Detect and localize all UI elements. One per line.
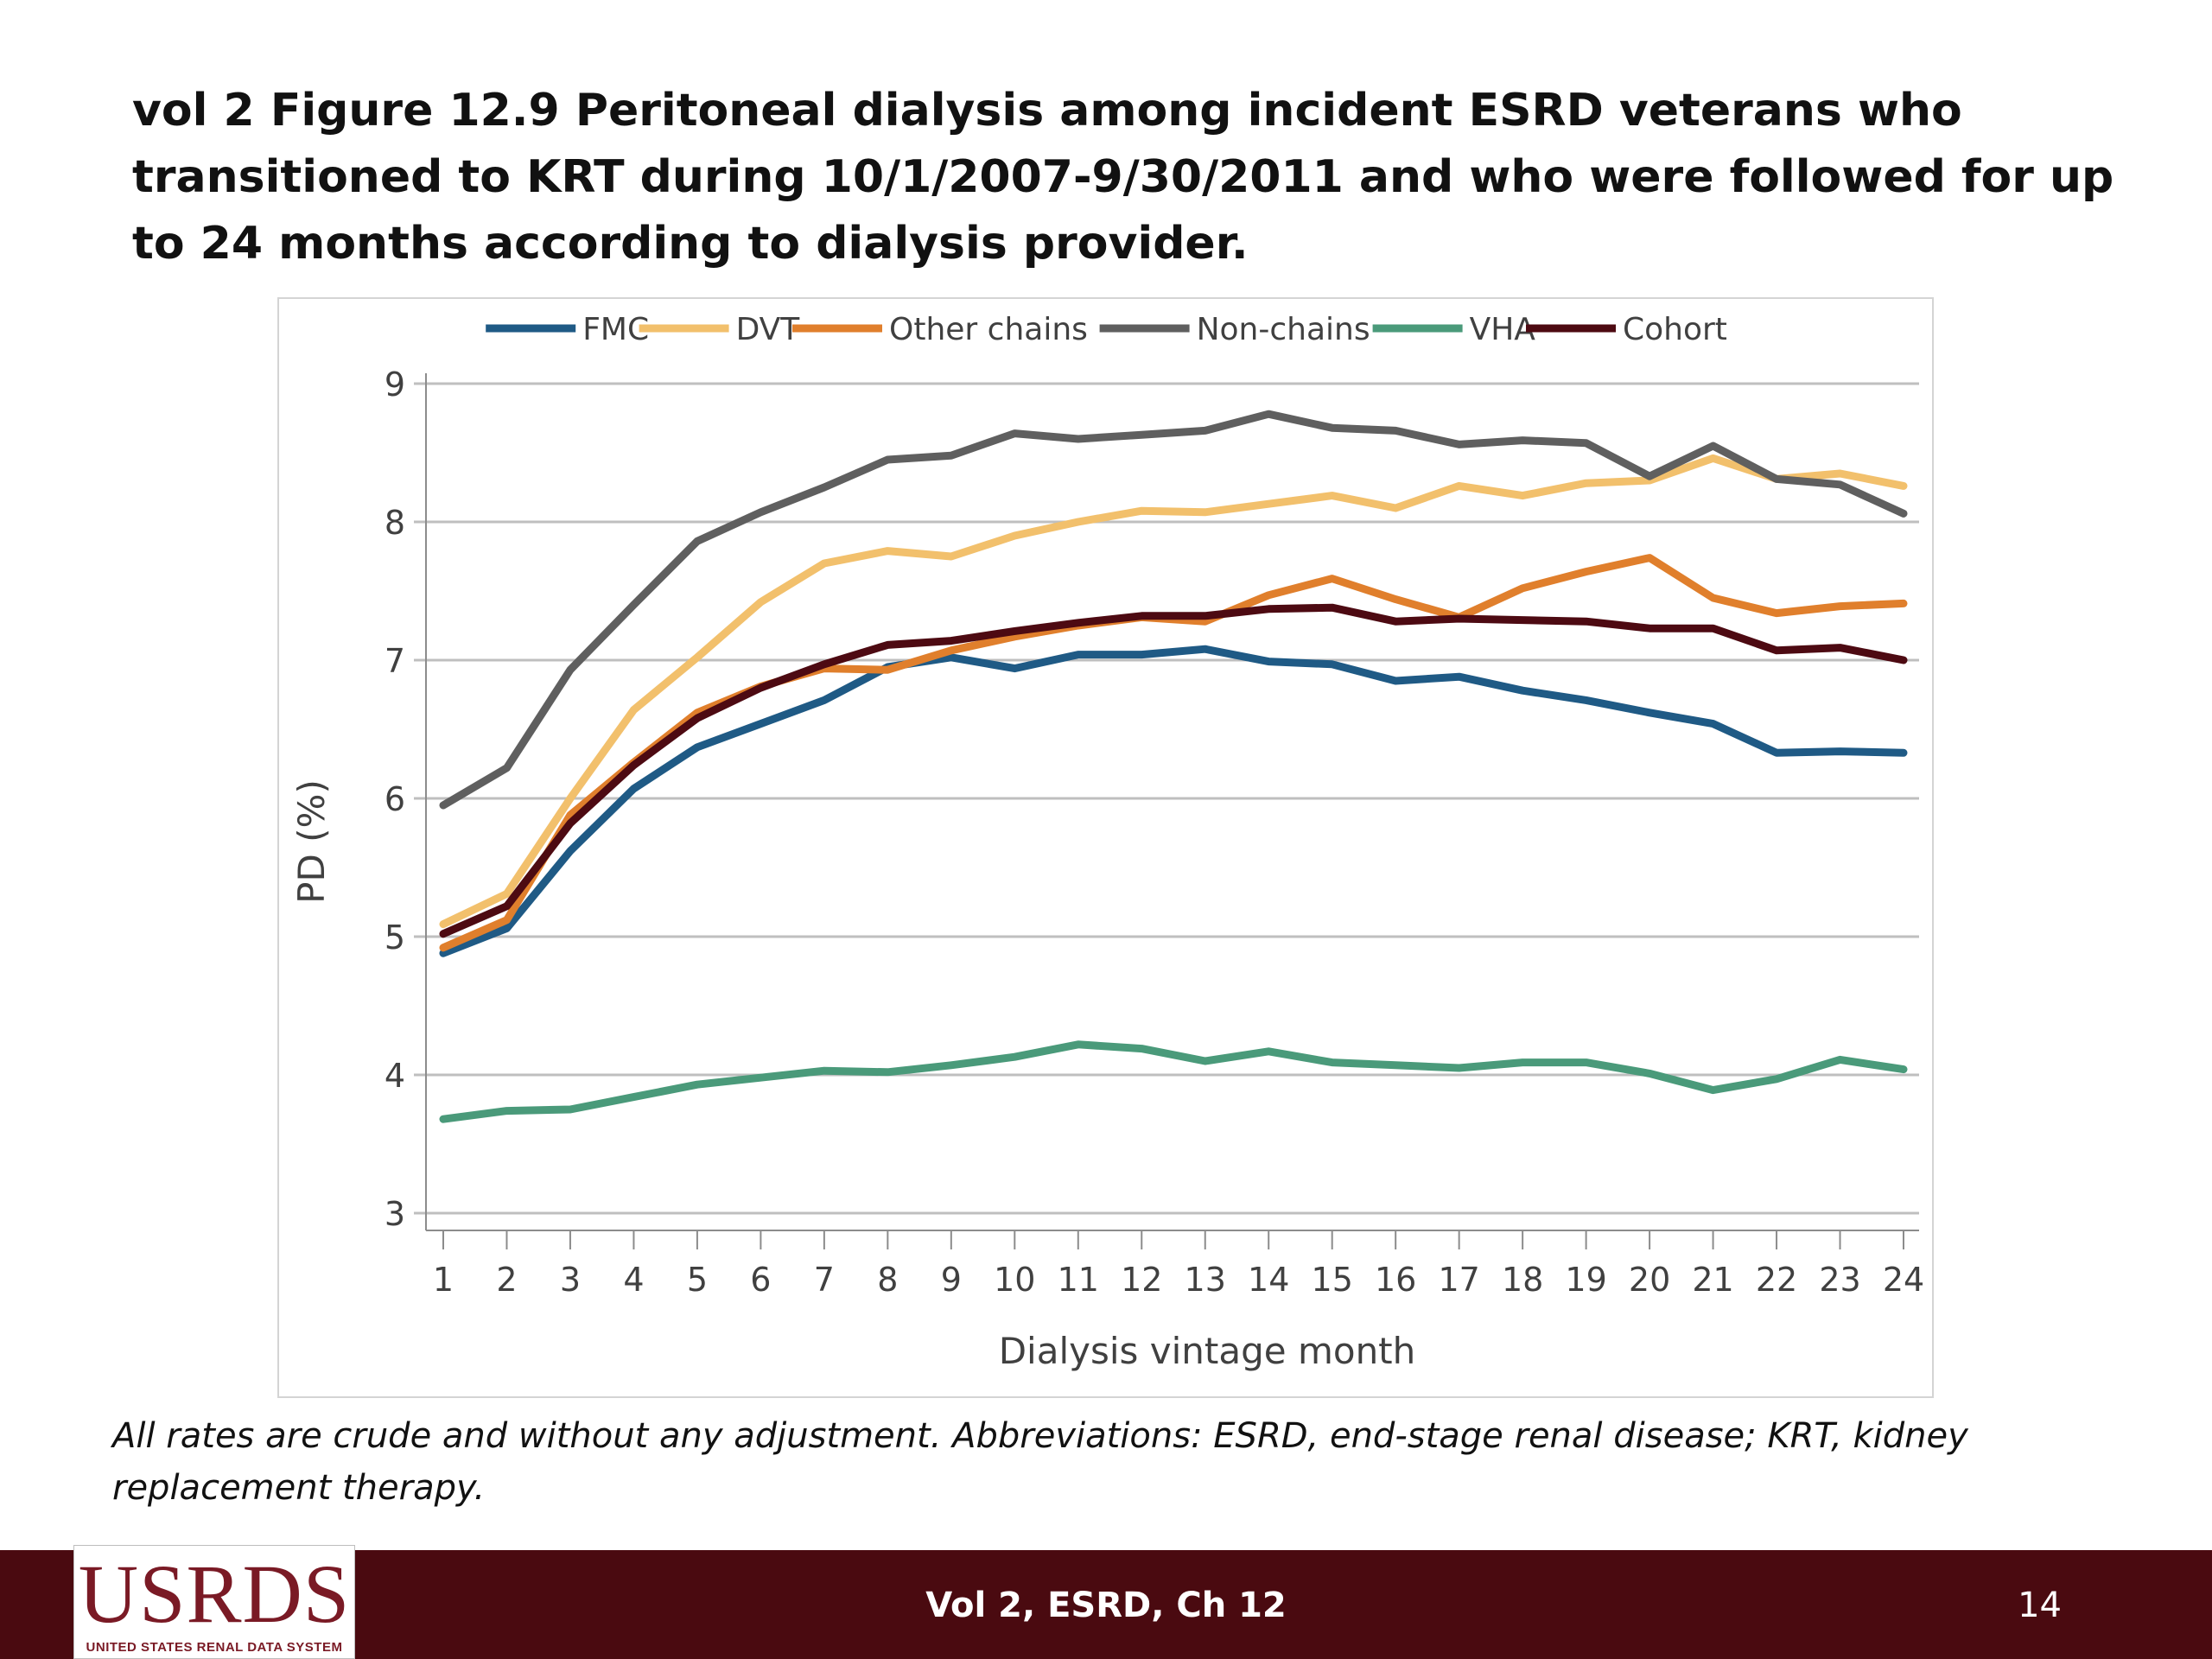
x-tick-label: 5 — [687, 1261, 708, 1299]
x-tick-label: 17 — [1438, 1261, 1479, 1299]
y-tick-label: 3 — [385, 1195, 405, 1233]
y-tick-label: 5 — [385, 918, 405, 957]
y-tick-label: 9 — [385, 365, 405, 404]
series-line — [439, 645, 1908, 957]
x-tick-label: 18 — [1502, 1261, 1543, 1299]
gridlines — [414, 382, 1919, 1215]
x-tick-label: 7 — [814, 1261, 835, 1299]
x-tick-label: 8 — [877, 1261, 898, 1299]
legend-label: DVT — [736, 312, 801, 347]
logo-subtext: UNITED STATES RENAL DATA SYSTEM — [86, 1640, 343, 1655]
footnote: All rates are crude and without any adju… — [112, 1416, 1968, 1508]
x-tick-label: 9 — [941, 1261, 962, 1299]
x-tick-label: 3 — [560, 1261, 581, 1299]
x-tick-label: 20 — [1629, 1261, 1670, 1299]
x-tick-label: 24 — [1883, 1261, 1924, 1299]
y-tick-label: 8 — [385, 504, 405, 542]
legend-label: FMC — [582, 312, 649, 347]
slide-title: vol 2 Figure 12.9 Peritoneal dialysis am… — [132, 85, 2114, 270]
series-line — [439, 454, 1908, 929]
x-tick-label: 13 — [1185, 1261, 1226, 1299]
x-tick-label: 4 — [623, 1261, 644, 1299]
axis-labels: Dialysis vintage month PD (%) — [290, 779, 1415, 1372]
x-tick-label: 14 — [1248, 1261, 1289, 1299]
x-tick-label: 2 — [496, 1261, 517, 1299]
legend-label: Other chains — [889, 312, 1088, 347]
series-lines — [439, 410, 1908, 1123]
series-line — [439, 1040, 1908, 1123]
series-line — [439, 410, 1908, 810]
usrds-logo: USRDS UNITED STATES RENAL DATA SYSTEM — [73, 1545, 355, 1659]
legend-label: Non-chains — [1197, 312, 1370, 347]
legend-label: VHA — [1470, 312, 1536, 347]
x-tick-label: 6 — [750, 1261, 771, 1299]
x-tick-label: 23 — [1819, 1261, 1860, 1299]
footer-section-label: Vol 2, ESRD, Ch 12 — [925, 1586, 1287, 1625]
y-tick-label: 7 — [385, 642, 405, 680]
x-tick-label: 22 — [1756, 1261, 1797, 1299]
y-axis-title: PD (%) — [290, 779, 333, 904]
y-tick-label: 6 — [385, 780, 405, 818]
x-tick-label: 16 — [1375, 1261, 1416, 1299]
x-tick-label: 12 — [1121, 1261, 1162, 1299]
footer-bar — [0, 1550, 2212, 1659]
page-number: 14 — [2018, 1586, 2062, 1625]
x-tick-label: 19 — [1565, 1261, 1606, 1299]
series-line — [439, 603, 1908, 938]
x-tick-label: 15 — [1312, 1261, 1353, 1299]
legend-label: Cohort — [1623, 312, 1727, 347]
logo-text: USRDS — [78, 1548, 351, 1640]
x-tick-label: 1 — [433, 1261, 454, 1299]
x-tick-label: 11 — [1058, 1261, 1099, 1299]
y-tick-label: 4 — [385, 1057, 405, 1095]
x-tick-label: 10 — [994, 1261, 1035, 1299]
legend: FMC DVT Other chains Non-chains VHA Cohort — [486, 312, 1727, 347]
chart-container: 3 4 5 6 7 8 9 1 2 3 4 5 6 7 8 9 10 11 12 13 14 15 16 17 18 19 20 21… — [277, 297, 1934, 1398]
x-axis-title: Dialysis vintage month — [999, 1330, 1416, 1372]
x-tick-label: 21 — [1692, 1261, 1733, 1299]
